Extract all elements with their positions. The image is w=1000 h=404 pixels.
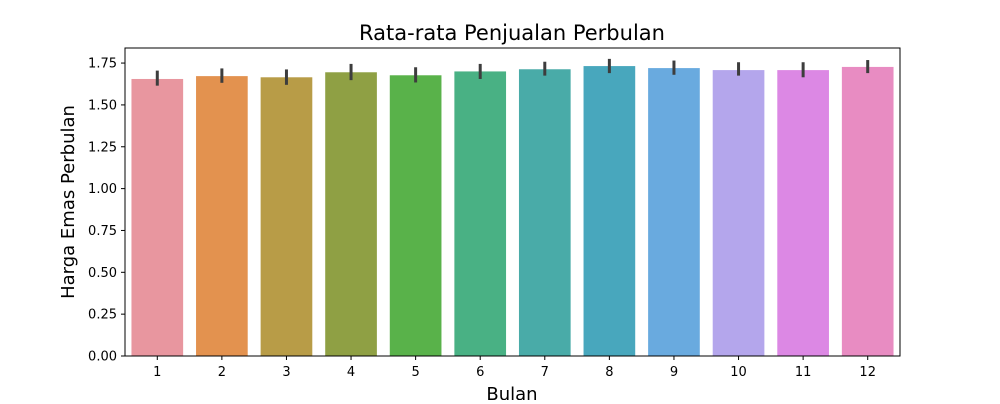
bar-month-12 — [841, 66, 894, 357]
bar-month-7 — [518, 69, 571, 356]
x-tick-label: 10 — [730, 365, 747, 380]
y-tick-label: 0.25 — [88, 308, 117, 323]
error-bars-layer — [155, 58, 870, 86]
y-tick-label: 1.75 — [88, 57, 117, 72]
y-axis-label: Harga Emas Perbulan — [58, 105, 79, 299]
bar-month-10 — [712, 70, 765, 356]
x-tick-label: 3 — [282, 365, 290, 380]
chart-title: Rata-rata Penjualan Perbulan — [359, 21, 665, 45]
bars-layer — [131, 66, 894, 357]
bar-month-2 — [196, 76, 248, 357]
y-tick-label: 0.00 — [88, 350, 117, 365]
x-tick-label: 4 — [347, 365, 355, 380]
bar-month-4 — [325, 72, 377, 357]
bar-month-11 — [777, 70, 829, 356]
y-axis: 0.00 0.25 0.50 0.75 1.00 1.25 1.50 1.75 — [88, 57, 125, 365]
bar-month-3 — [260, 77, 313, 356]
x-tick-label: 9 — [670, 365, 678, 380]
plot-frame — [124, 47, 901, 357]
x-tick-label: 12 — [859, 365, 876, 380]
bar-month-9 — [648, 68, 700, 356]
y-tick-label: 1.00 — [88, 182, 117, 197]
x-tick-label: 1 — [153, 365, 161, 380]
x-tick-label: 7 — [541, 365, 549, 380]
y-tick-label: 1.25 — [88, 140, 117, 155]
x-axis: 1 2 3 4 5 6 7 8 9 10 11 12 — [153, 356, 876, 380]
bar-month-6 — [454, 71, 507, 357]
x-tick-label: 11 — [795, 365, 812, 380]
y-tick-label: 0.75 — [88, 224, 117, 239]
x-tick-label: 6 — [476, 365, 484, 380]
x-tick-label: 5 — [411, 365, 419, 380]
bar-month-1 — [131, 78, 184, 356]
y-tick-label: 0.50 — [88, 266, 117, 281]
x-axis-label: Bulan — [486, 384, 537, 400]
y-tick-label: 1.50 — [88, 98, 117, 113]
bar-month-8 — [583, 66, 636, 356]
x-tick-label: 2 — [218, 365, 226, 380]
x-tick-label: 8 — [605, 365, 613, 380]
bar-month-5 — [389, 75, 442, 356]
